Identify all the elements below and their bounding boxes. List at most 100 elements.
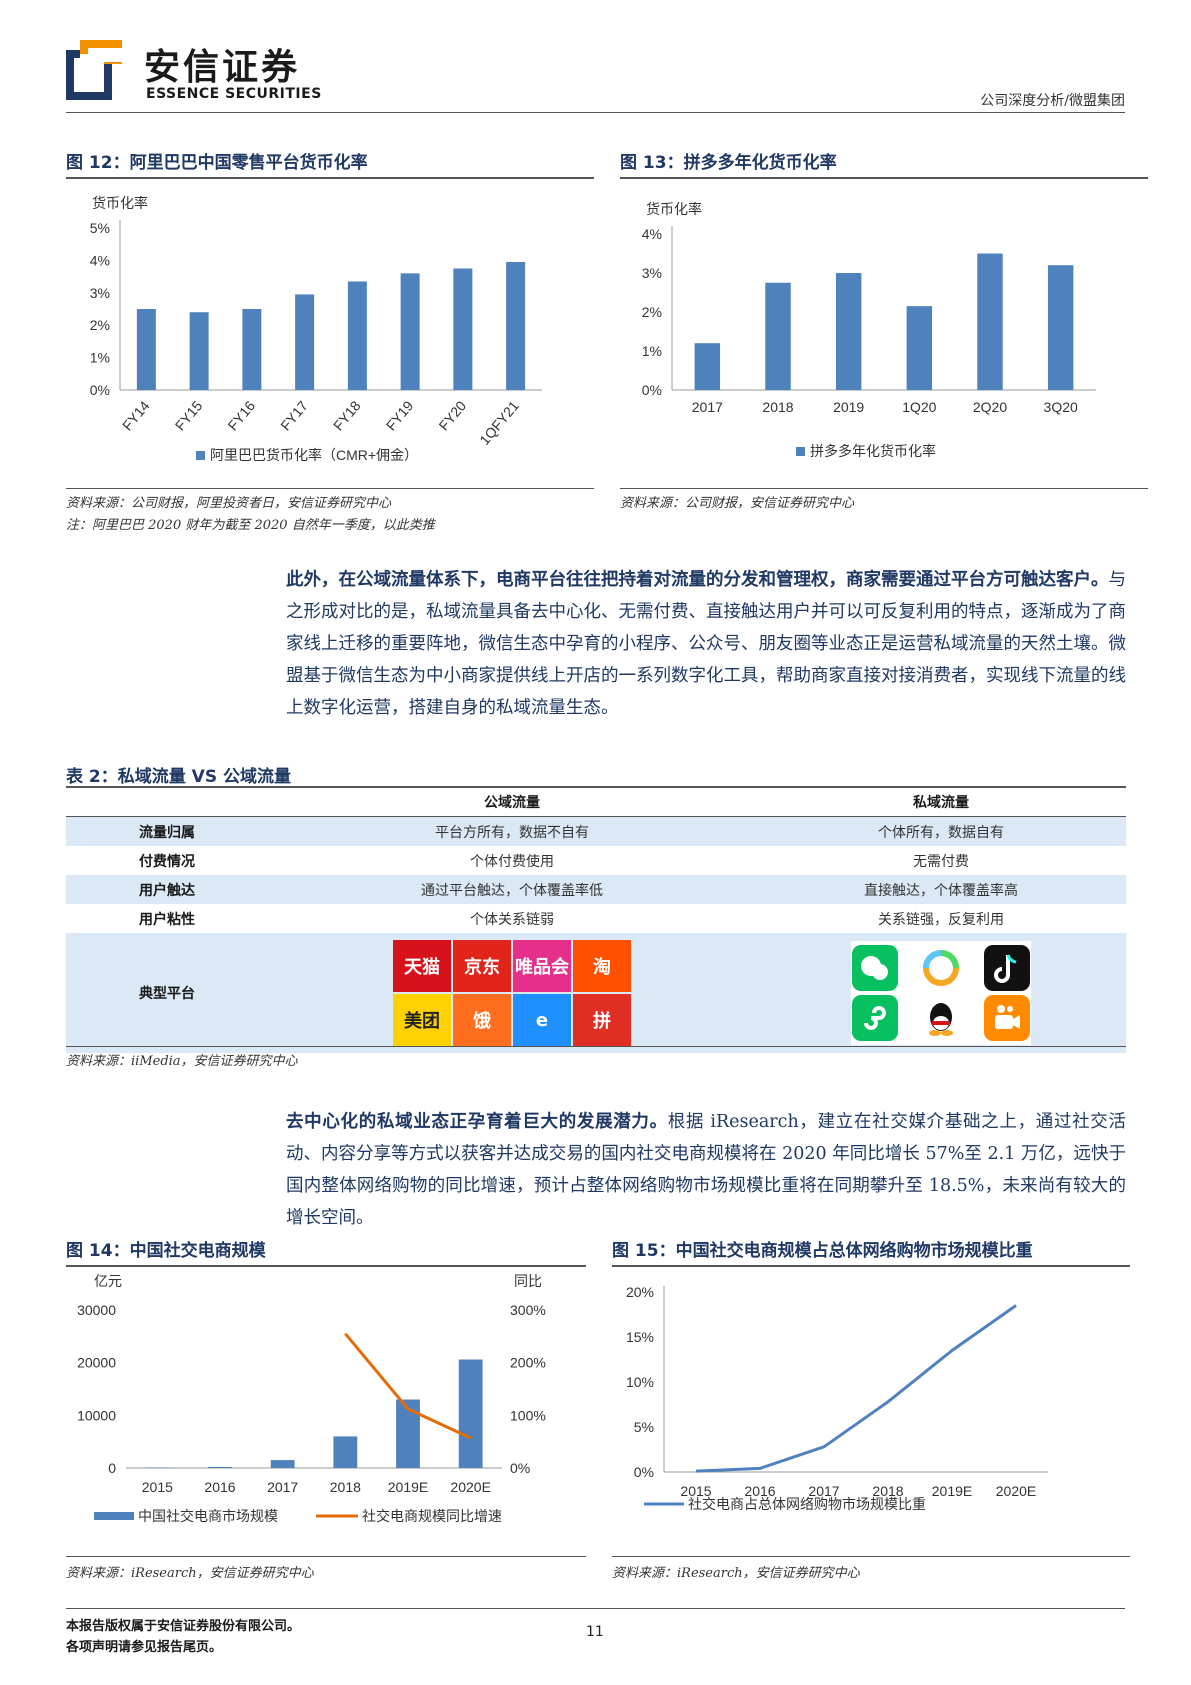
cell-public: 通过平台触达，个体覆盖率低 — [268, 875, 756, 904]
pinduoduo-logo: 拼 — [572, 994, 631, 1046]
fig15-source-divider — [612, 1556, 1130, 1557]
y-tick-label: 20% — [626, 1284, 654, 1300]
fig15-chart: 0% 5% 10% 15% 20% 2015 2016 2017 2018 2019E 2020E 社… — [626, 1284, 1048, 1512]
x-tick-label: FY20 — [435, 397, 469, 433]
fig12-caption: 图 12：阿里巴巴中国零售平台货币化率 — [66, 148, 594, 179]
fig15-source: 资料来源：iResearch，安信证券研究中心 — [612, 1566, 860, 1581]
fig14-caption: 图 14：中国社交电商规模 — [66, 1236, 586, 1267]
x-tick-label: 1QFY21 — [476, 397, 522, 447]
y-tick-label: 15% — [626, 1329, 654, 1345]
qq-logo — [917, 995, 964, 1041]
tmall-logo: 天猫 — [392, 940, 451, 992]
growth-rate-line — [344, 1332, 472, 1440]
paragraph-body: 与之形成对比的是，私域流量具备去中心化、无需付费、直接触达用户并可以可反复利用的… — [286, 570, 1126, 718]
y-tick-label: 3% — [642, 265, 662, 281]
y-tick-label: 1% — [642, 343, 662, 359]
x-tick-label: 2017 — [267, 1479, 298, 1495]
fig14-source-divider — [66, 1556, 586, 1557]
y-tick-label: 0% — [90, 382, 110, 398]
table-row: 用户触达 通过平台触达，个体覆盖率低 直接触达，个体覆盖率高 — [66, 875, 1126, 904]
y-tick-label: 0% — [634, 1464, 654, 1480]
x-tick-label: 2015 — [142, 1479, 173, 1495]
legend-swatch — [796, 447, 805, 456]
y-tick-label: 30000 — [77, 1302, 116, 1318]
legend-label: 社交电商占总体网络购物市场规模比重 — [688, 1496, 926, 1512]
fig15-caption: 图 15：中国社交电商规模占总体网络购物市场规模比重 — [612, 1236, 1130, 1267]
traffic-comparison-table: 公域流量 私域流量 流量归属 平台方所有，数据不自有 个体所有，数据自有 付费情… — [66, 788, 1126, 1053]
y-tick-label: 10000 — [77, 1407, 116, 1423]
y-axis-title: 亿元 — [94, 1273, 122, 1289]
x-tick-label: 2019E — [388, 1479, 428, 1495]
y2-axis-title: 同比 — [514, 1273, 542, 1289]
eleme-alt-logo: 饿 — [452, 994, 511, 1046]
share-line — [695, 1304, 1017, 1473]
table2-caption: 表 2：私域流量 VS 公域流量 — [66, 767, 291, 787]
y-tick-label: 20000 — [77, 1355, 116, 1371]
bar-2020E — [458, 1359, 483, 1468]
table-corner — [66, 788, 268, 817]
bar-2017 — [270, 1460, 295, 1468]
bar-2Q20 — [977, 253, 1003, 390]
legend-label-line: 社交电商规模同比增速 — [362, 1508, 502, 1524]
y-tick-label: 5% — [90, 220, 110, 236]
fig12-note: 注：阿里巴巴 2020 财年为截至 2020 自然年一季度，以此类推 — [66, 518, 435, 533]
y2-tick-label: 0% — [510, 1460, 530, 1476]
fig12-chart: 货币化率 0% 1% 2% 3% 4% 5% FY14 FY15 FY16 FY17 FY18 FY19… — [90, 195, 542, 463]
y2-tick-label: 100% — [510, 1407, 546, 1423]
x-tick-label: 2018 — [762, 399, 793, 415]
fig12-source: 资料来源：公司财报，阿里投资者日，安信证券研究中心 — [66, 496, 392, 511]
x-tick-label: FY15 — [172, 397, 206, 433]
cell-public: 个体付费使用 — [469, 853, 554, 870]
mini-program-logo — [851, 995, 898, 1041]
bar-2019E — [396, 1399, 420, 1468]
table2-source-divider — [66, 1046, 1126, 1047]
paragraph-lead: 此外，在公域流量体系下，电商平台往往把持着对流量的分发和管理权，商家需要通过平台… — [286, 570, 1109, 590]
jd-logo: 京东 — [452, 940, 511, 992]
kuaishou-logo — [983, 995, 1030, 1041]
legend-swatch — [196, 451, 205, 460]
cell-public: 个体关系链弱 — [469, 911, 554, 928]
page-number: 11 — [586, 1624, 604, 1640]
y2-tick-label: 200% — [510, 1355, 546, 1371]
x-tick-label: FY14 — [119, 397, 153, 433]
bar-2018 — [333, 1436, 358, 1468]
x-tick-label: 2018 — [330, 1479, 361, 1495]
x-tick-label: 1Q20 — [902, 399, 936, 415]
fig14-chart: 亿元 同比 0 10000 20000 30000 0% 100% 200% 300% 2015 20… — [77, 1273, 546, 1524]
row-label: 用户触达 — [66, 875, 268, 904]
x-tick-label: 2018 — [872, 1483, 903, 1499]
x-tick-label: 2017 — [808, 1483, 839, 1499]
cell-private: 关系链强，反复利用 — [877, 911, 1004, 928]
y-tick-label: 1% — [90, 350, 110, 366]
legend-label-bar: 中国社交电商市场规模 — [138, 1508, 278, 1524]
col-header-private: 私域流量 — [755, 788, 1126, 817]
table2-top-rule — [66, 786, 1126, 788]
footer-copyright: 本报告版权属于安信证券股份有限公司。 — [66, 1619, 301, 1634]
cell-private: 无需付费 — [912, 853, 969, 870]
y-tick-label: 3% — [90, 285, 110, 301]
y-tick-label: 10% — [626, 1374, 654, 1390]
paragraph-social-commerce: 去中心化的私域业态正孕育着巨大的发展潜力。根据 iResearch，建立在社交媒… — [286, 1106, 1126, 1234]
row-label: 用户粘性 — [139, 911, 195, 928]
eleme-logo: e — [512, 994, 571, 1046]
vip-logo: 唯品会 — [512, 940, 571, 992]
moments-logo — [917, 945, 964, 991]
y-tick-label: 0 — [108, 1460, 116, 1476]
bar-3Q20 — [1047, 265, 1074, 390]
col-header-public: 公域流量 — [268, 788, 756, 817]
x-tick-label: 2017 — [692, 399, 723, 415]
row-label: 付费情况 — [139, 853, 195, 870]
fig13-chart: 货币化率 0% 1% 2% 3% 4% 2017 2018 2019 1Q20 2Q20 3Q20 拼多… — [642, 201, 1096, 459]
x-tick-label: 2016 — [204, 1479, 235, 1495]
y-axis-title: 货币化率 — [92, 195, 148, 211]
row-label: 典型平台 — [66, 933, 268, 1053]
wechat-logo — [851, 945, 898, 991]
paragraph-body: 根据 iResearch，建立在社交媒介基础之上，通过社交活动、内容分享等方式以… — [286, 1112, 1126, 1228]
y-tick-label: 4% — [90, 252, 110, 268]
y-tick-label: 0% — [642, 382, 662, 398]
company-logo-icon — [66, 40, 122, 100]
brand-name-en: ESSENCE SECURITIES — [146, 86, 322, 102]
y2-tick-label: 300% — [510, 1302, 546, 1318]
bar-FY18 — [347, 281, 367, 390]
bar-2017 — [694, 343, 721, 390]
